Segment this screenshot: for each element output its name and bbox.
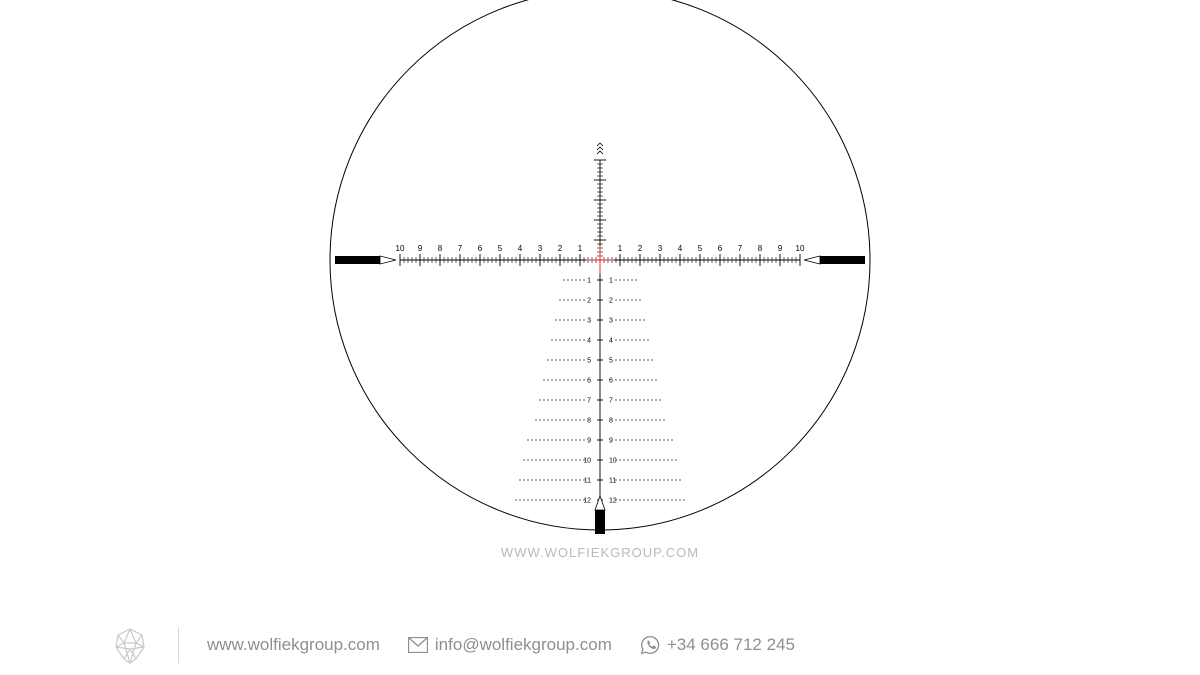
svg-text:2: 2 [609, 298, 613, 305]
svg-text:7: 7 [458, 244, 463, 253]
svg-text:3: 3 [609, 318, 613, 325]
svg-text:8: 8 [438, 244, 443, 253]
website-link[interactable]: www.wolfiekgroup.com [207, 635, 380, 655]
svg-text:10: 10 [796, 244, 805, 253]
svg-text:6: 6 [609, 378, 613, 385]
svg-text:9: 9 [418, 244, 423, 253]
watermark-text: WWW.WOLFIEKGROUP.COM [0, 545, 1200, 560]
svg-text:11: 11 [584, 478, 591, 485]
svg-text:12: 12 [583, 498, 591, 505]
svg-text:11: 11 [609, 478, 616, 485]
whatsapp-icon [640, 635, 660, 655]
svg-text:7: 7 [609, 398, 613, 405]
wolf-logo-icon [110, 625, 150, 665]
svg-text:3: 3 [587, 318, 591, 325]
svg-text:3: 3 [658, 244, 663, 253]
phone-text: +34 666 712 245 [667, 635, 795, 655]
svg-text:6: 6 [718, 244, 723, 253]
svg-text:4: 4 [518, 244, 523, 253]
svg-text:9: 9 [587, 438, 591, 445]
svg-text:5: 5 [587, 358, 591, 365]
svg-text:3: 3 [538, 244, 543, 253]
svg-text:4: 4 [678, 244, 683, 253]
mail-icon [408, 637, 428, 653]
svg-text:5: 5 [609, 358, 613, 365]
footer-divider [178, 627, 179, 663]
svg-text:10: 10 [583, 458, 591, 465]
svg-text:10: 10 [609, 458, 617, 465]
svg-text:1: 1 [587, 278, 591, 285]
svg-text:9: 9 [609, 438, 613, 445]
svg-text:9: 9 [778, 244, 783, 253]
svg-text:2: 2 [638, 244, 643, 253]
footer-bar: www.wolfiekgroup.com info@wolfiekgroup.c… [0, 625, 1200, 665]
email-text: info@wolfiekgroup.com [435, 635, 612, 655]
svg-text:7: 7 [587, 398, 591, 405]
svg-text:8: 8 [587, 418, 591, 425]
svg-text:12: 12 [609, 498, 617, 505]
svg-text:7: 7 [738, 244, 743, 253]
svg-text:6: 6 [478, 244, 483, 253]
svg-text:8: 8 [609, 418, 613, 425]
svg-text:6: 6 [587, 378, 591, 385]
email-link[interactable]: info@wolfiekgroup.com [408, 635, 612, 655]
svg-text:1: 1 [618, 244, 623, 253]
svg-text:5: 5 [698, 244, 703, 253]
svg-text:1: 1 [578, 244, 583, 253]
svg-text:4: 4 [609, 338, 613, 345]
svg-text:4: 4 [587, 338, 591, 345]
svg-text:10: 10 [396, 244, 405, 253]
svg-text:2: 2 [587, 298, 591, 305]
svg-text:8: 8 [758, 244, 763, 253]
reticle-diagram: 1234567891012345678910112233445566778899… [0, 0, 1200, 560]
phone-link[interactable]: +34 666 712 245 [640, 635, 795, 655]
svg-text:1: 1 [609, 278, 613, 285]
svg-text:2: 2 [558, 244, 563, 253]
website-text: www.wolfiekgroup.com [207, 635, 380, 655]
svg-text:5: 5 [498, 244, 503, 253]
